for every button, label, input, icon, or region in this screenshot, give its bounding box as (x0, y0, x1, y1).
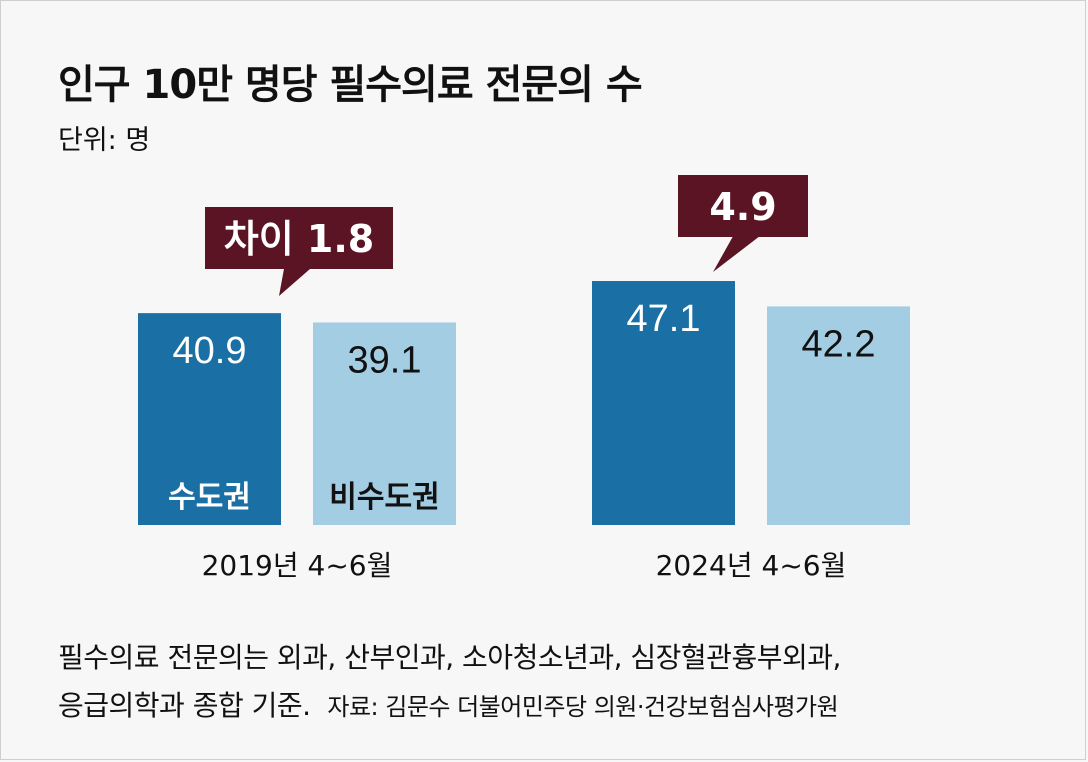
category-label-0: 2019년 4~6월 (202, 549, 393, 582)
unit-label: 단위: 명 (58, 125, 151, 156)
value-label-1-0: 39.1 (348, 339, 422, 381)
value-label-0-0: 40.9 (173, 330, 247, 372)
series-label-0: 수도권 (168, 480, 251, 515)
bar-metro-1 (592, 281, 735, 525)
footnote-line-2: 응급의학과 종합 기준. 자료: 김문수 더불어민주당 의원·건강보험심사평가원 (58, 684, 839, 724)
category-label-1: 2024년 4~6월 (656, 549, 847, 582)
chart-title: 인구 10만 명당 필수의료 전문의 수 (58, 62, 643, 108)
callout-label-1: 4.9 (709, 185, 776, 229)
series-label-1: 비수도권 (329, 480, 439, 515)
bar-non-metro-1 (767, 306, 910, 525)
value-label-0-1: 47.1 (627, 298, 701, 340)
footnote-line-1: 필수의료 전문의는 외과, 산부인과, 소아청소년과, 심장혈관흉부외과, (58, 641, 841, 674)
callout-bubble-0 (205, 207, 393, 296)
footnote-criteria: 응급의학과 종합 기준. (58, 689, 311, 722)
bar-non-metro-0 (313, 322, 456, 525)
callout-label-0: 차이 1.8 (224, 217, 374, 261)
value-label-1-1: 42.2 (802, 323, 876, 365)
bar-chart: 40.9 수도권 39.1 비수도권 2019년 4~6월 차이 1.8 47.1 42.2 2… (138, 175, 910, 582)
callout-bubble-1 (678, 175, 808, 272)
source-note: 자료: 김문수 더불어민주당 의원·건강보험심사평가원 (327, 693, 839, 721)
bar-metro-0 (138, 313, 281, 525)
